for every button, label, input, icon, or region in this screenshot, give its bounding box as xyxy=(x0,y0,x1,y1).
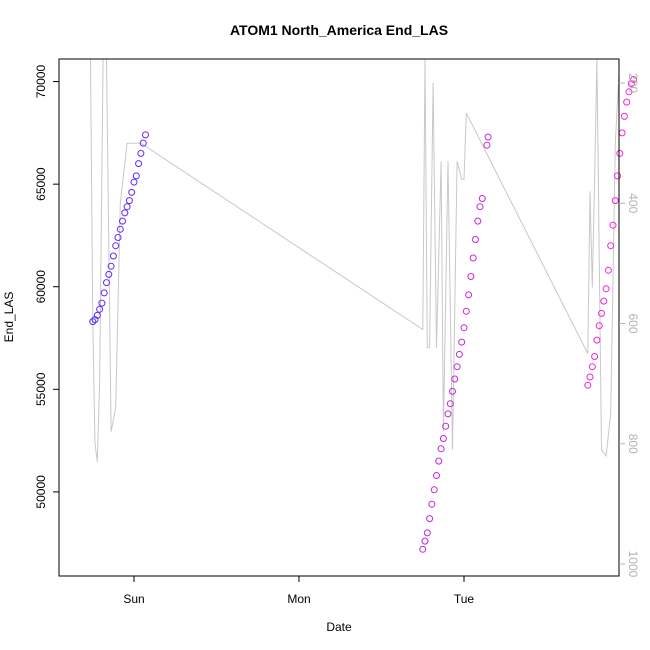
data-point xyxy=(435,457,443,465)
data-point xyxy=(472,236,479,243)
data-point xyxy=(458,338,466,346)
data-point xyxy=(121,209,129,217)
x-tick-label: Mon xyxy=(287,592,310,606)
data-point xyxy=(423,529,431,537)
y2-axis: 200 400 600 800 1000 xyxy=(619,73,640,578)
data-point xyxy=(132,172,140,180)
data-point xyxy=(119,217,126,225)
data-point xyxy=(112,242,120,250)
x-tick-label: Sun xyxy=(123,592,144,606)
data-point xyxy=(625,88,633,96)
data-point xyxy=(586,373,594,381)
data-point xyxy=(98,299,106,307)
data-point xyxy=(428,500,436,508)
data-point xyxy=(598,309,605,317)
data-point xyxy=(465,291,473,299)
data-point xyxy=(467,273,475,280)
data-point xyxy=(130,178,138,186)
data-point xyxy=(455,350,463,358)
data-point xyxy=(451,375,459,383)
data-point xyxy=(93,311,101,319)
data-point xyxy=(483,141,491,149)
y-tick-label: 65000 xyxy=(34,167,48,201)
data-point xyxy=(595,322,603,330)
data-point xyxy=(430,486,438,494)
data-point xyxy=(462,307,470,315)
data-point xyxy=(421,537,429,545)
data-point xyxy=(584,381,592,389)
data-point xyxy=(105,270,113,278)
y-axis-label: End_LAS xyxy=(2,292,16,343)
data-point xyxy=(476,203,484,211)
x-axis: Sun Mon Tue xyxy=(123,576,474,606)
data-point xyxy=(439,435,447,442)
data-point xyxy=(474,217,482,225)
y2-tick-label: 800 xyxy=(626,434,640,454)
data-point xyxy=(123,203,131,211)
data-point xyxy=(630,76,638,83)
y-tick-label: 60000 xyxy=(34,270,48,304)
data-point xyxy=(128,188,136,196)
data-point xyxy=(442,422,450,430)
data-point xyxy=(469,254,477,262)
data-point xyxy=(433,472,440,479)
chart-title: ATOM1 North_America End_LAS xyxy=(230,22,448,38)
data-point xyxy=(142,131,149,139)
y-tick-label: 50000 xyxy=(34,475,48,509)
data-point xyxy=(618,129,626,137)
data-point xyxy=(446,400,454,408)
data-point xyxy=(109,252,117,260)
data-point xyxy=(449,387,456,395)
y-tick-label: 55000 xyxy=(34,372,48,406)
secondary-series-line xyxy=(90,59,619,462)
data-point xyxy=(611,197,619,205)
data-point xyxy=(125,197,133,205)
data-point xyxy=(484,133,492,141)
y2-tick-label: 400 xyxy=(626,193,640,213)
data-point xyxy=(137,149,145,157)
data-point xyxy=(116,225,124,233)
plot-frame xyxy=(58,58,620,577)
y2-tick-label: 600 xyxy=(626,313,640,333)
data-point xyxy=(616,149,624,157)
x-axis-label: Date xyxy=(326,620,352,634)
data-point xyxy=(114,234,122,241)
data-point xyxy=(437,445,445,453)
data-point xyxy=(444,410,452,418)
data-point xyxy=(623,98,631,106)
data-point xyxy=(107,262,115,270)
data-point xyxy=(600,297,608,305)
data-point xyxy=(453,363,461,371)
data-point xyxy=(89,318,97,326)
data-point xyxy=(614,172,621,180)
y2-tick-label: 200 xyxy=(626,73,640,93)
data-point xyxy=(588,363,596,371)
x-tick-label: Tue xyxy=(454,592,475,606)
data-point xyxy=(593,336,601,344)
y-axis: 50000 55000 60000 65000 70000 xyxy=(34,65,59,509)
data-point xyxy=(609,221,617,229)
data-point xyxy=(426,515,434,523)
data-point xyxy=(96,305,104,313)
data-point xyxy=(627,80,635,88)
y-tick-label: 70000 xyxy=(34,65,48,99)
data-point xyxy=(139,139,147,147)
data-point xyxy=(602,285,610,293)
data-point xyxy=(91,316,99,324)
data-point xyxy=(607,242,615,250)
plot-area xyxy=(89,59,638,553)
data-point xyxy=(100,289,108,297)
data-point xyxy=(419,545,427,553)
data-point xyxy=(591,353,599,360)
data-point xyxy=(460,324,468,332)
data-point xyxy=(604,266,612,274)
data-point xyxy=(620,112,628,120)
data-point xyxy=(478,195,486,202)
data-point xyxy=(135,160,143,168)
y2-tick-label: 1000 xyxy=(626,551,640,578)
data-point xyxy=(103,279,110,287)
